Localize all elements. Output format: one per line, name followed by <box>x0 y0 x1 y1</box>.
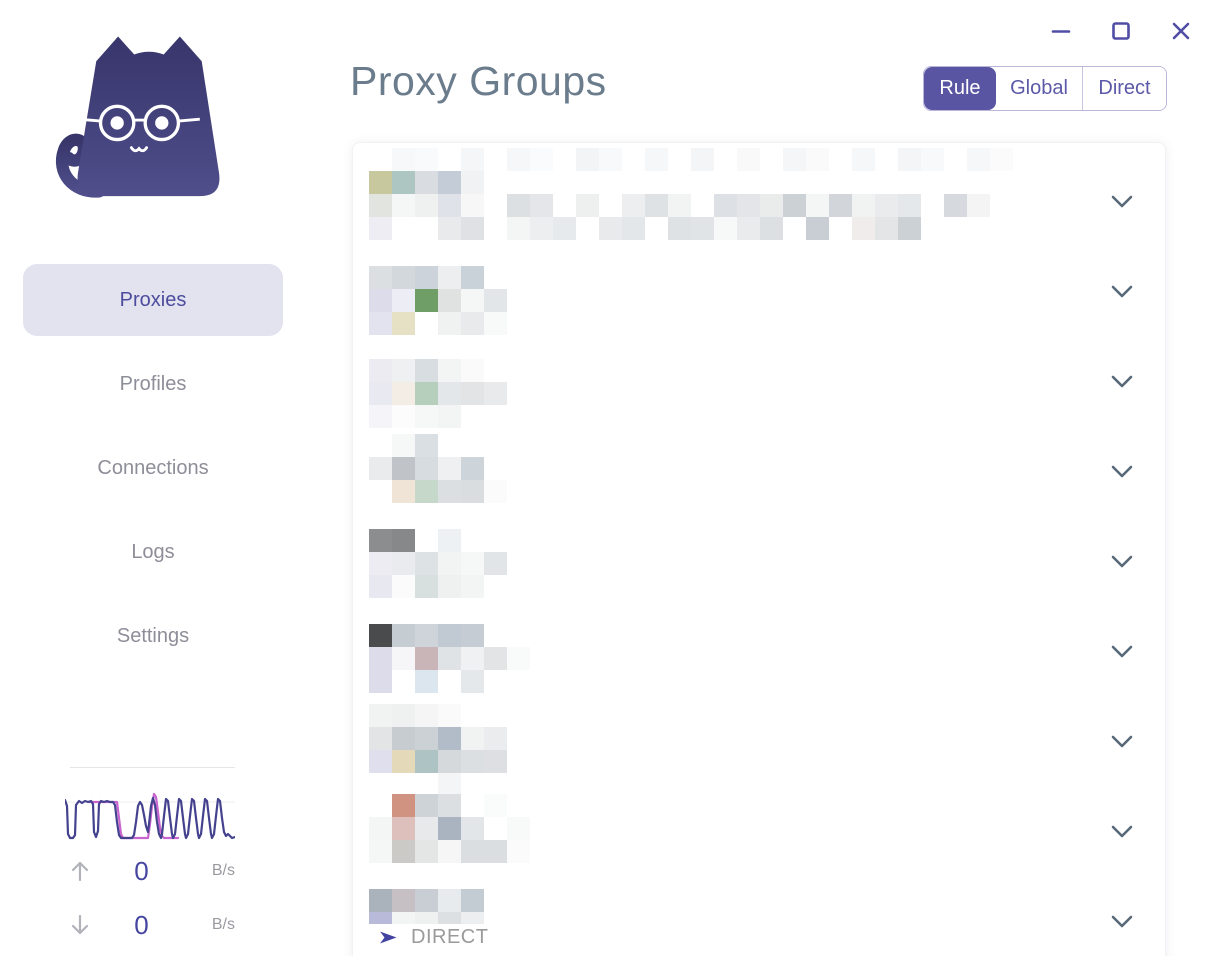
close-button[interactable] <box>1166 16 1196 46</box>
sidebar-item-logs[interactable]: Logs <box>131 540 175 563</box>
sidebar-nav: Proxies Profiles Connections Logs Settings <box>23 264 283 684</box>
upload-stat: 0 B/s <box>0 856 305 886</box>
sidebar: Proxies Profiles Connections Logs Settings 0… <box>0 0 305 956</box>
censored-group-text <box>353 517 1165 598</box>
proxy-group-row[interactable] <box>353 247 1165 337</box>
sidebar-item-profiles[interactable]: Profiles <box>119 372 187 395</box>
close-icon <box>1172 22 1190 40</box>
page-title: Proxy Groups <box>350 58 607 104</box>
sidebar-item-proxies[interactable]: Proxies <box>23 264 283 336</box>
download-value: 0 <box>134 909 149 940</box>
minimize-button[interactable] <box>1046 16 1076 46</box>
chevron-down-icon[interactable] <box>1111 915 1133 928</box>
censored-group-text <box>353 787 1165 863</box>
arrow-down-icon <box>71 914 89 935</box>
mode-direct-button[interactable]: Direct <box>1082 67 1166 110</box>
chevron-down-icon[interactable] <box>1111 285 1133 298</box>
traffic-panel: 0 B/s 0 B/s <box>0 767 305 940</box>
maximize-button[interactable] <box>1106 16 1136 46</box>
chevron-down-icon[interactable] <box>1111 375 1133 388</box>
sidebar-item-settings[interactable]: Settings <box>116 624 190 647</box>
proxy-groups-card: DIRECT <box>352 142 1166 956</box>
selected-arrow-icon <box>380 931 397 944</box>
proxy-group-row[interactable] <box>353 607 1165 697</box>
window-controls <box>1046 16 1196 46</box>
censored-group-text <box>353 143 1165 240</box>
mode-global-button[interactable]: Global <box>996 67 1082 110</box>
traffic-divider <box>70 767 235 768</box>
proxy-group-row[interactable]: DIRECT <box>353 877 1165 956</box>
upload-unit: B/s <box>211 862 235 879</box>
proxy-group-row[interactable] <box>353 697 1165 796</box>
chevron-down-icon[interactable] <box>1111 555 1133 568</box>
mode-switcher: Rule Global Direct <box>923 66 1167 111</box>
minimize-icon <box>1051 30 1071 33</box>
selected-proxy-label: DIRECT <box>411 926 489 948</box>
proxy-group-row[interactable] <box>353 143 1165 247</box>
sidebar-item-connections[interactable]: Connections <box>97 456 209 479</box>
censored-group-text <box>353 427 1165 503</box>
chevron-down-icon[interactable] <box>1111 735 1133 748</box>
traffic-sparkline <box>65 792 235 840</box>
upload-value: 0 <box>134 855 149 886</box>
clash-cat-logo <box>44 26 234 223</box>
censored-group-text <box>353 607 1165 693</box>
censored-group-text <box>353 697 1165 796</box>
censored-group-text: DIRECT <box>353 877 1165 951</box>
chevron-down-icon[interactable] <box>1111 825 1133 838</box>
mode-rule-button[interactable]: Rule <box>924 67 996 110</box>
chevron-down-icon[interactable] <box>1111 645 1133 658</box>
arrow-up-icon <box>71 861 89 882</box>
chevron-down-icon[interactable] <box>1111 195 1133 208</box>
proxy-group-row[interactable] <box>353 517 1165 607</box>
download-unit: B/s <box>211 916 235 933</box>
proxy-group-row[interactable] <box>353 427 1165 517</box>
censored-group-text <box>353 337 1165 428</box>
proxy-group-row[interactable] <box>353 337 1165 428</box>
proxy-group-row[interactable] <box>353 787 1165 877</box>
maximize-icon <box>1112 22 1130 40</box>
censored-group-text <box>353 247 1165 335</box>
download-stat: 0 B/s <box>0 910 305 940</box>
selected-proxy-direct: DIRECT <box>379 924 1165 951</box>
chevron-down-icon[interactable] <box>1111 465 1133 478</box>
